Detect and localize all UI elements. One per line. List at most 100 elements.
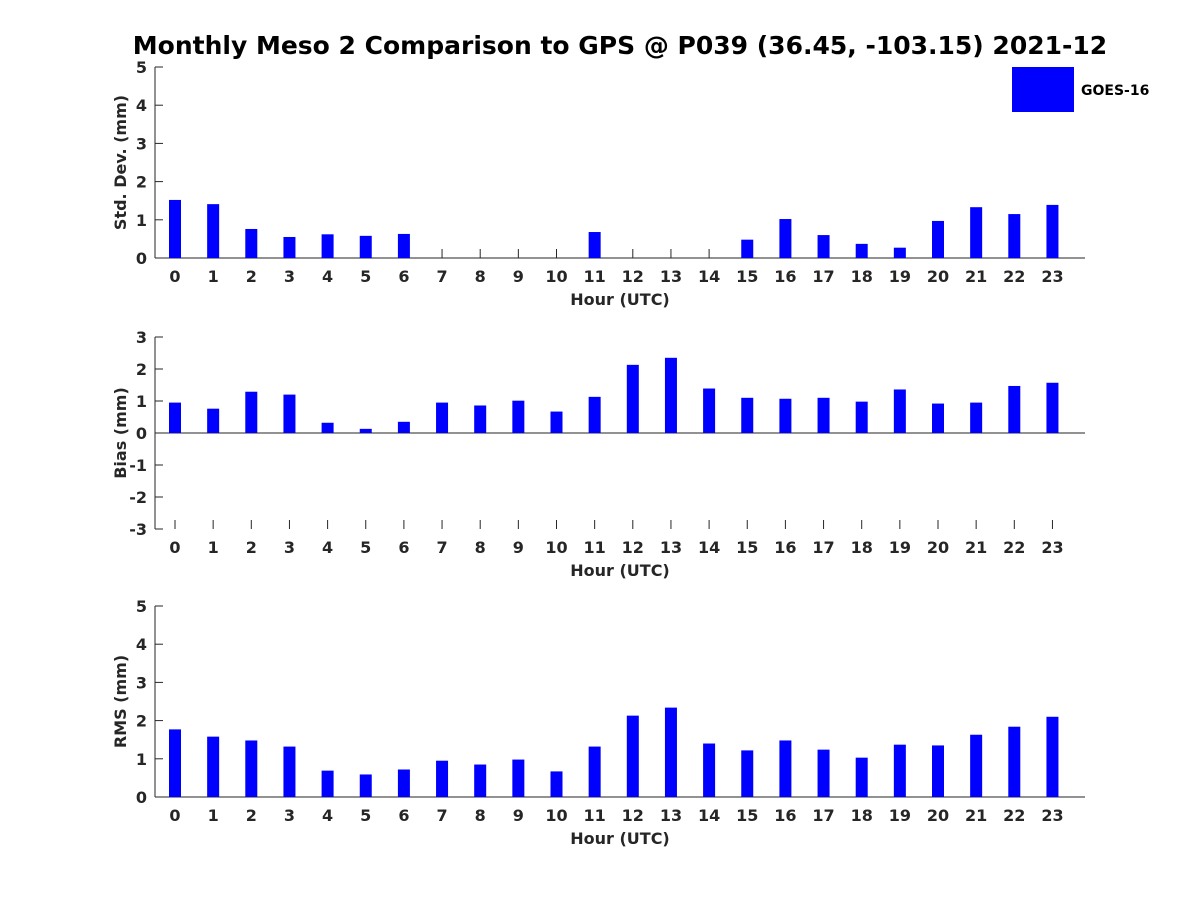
bar-hour-17 [817, 749, 830, 797]
x-tick-label: 23 [1041, 538, 1063, 557]
x-tick-label: 20 [927, 267, 949, 286]
y-tick-label: 0 [136, 424, 147, 443]
x-tick-label: 13 [660, 267, 682, 286]
bar-hour-17 [817, 235, 830, 258]
x-axis-label: Hour (UTC) [570, 561, 670, 580]
bar-hour-14 [703, 388, 716, 433]
bar-hour-9 [512, 400, 525, 433]
x-tick-label: 0 [169, 806, 180, 825]
bar-hour-4 [321, 234, 334, 258]
x-tick-label: 14 [698, 538, 720, 557]
bar-hour-11 [588, 746, 601, 797]
bar-hour-7 [436, 760, 449, 797]
x-tick-label: 22 [1003, 538, 1025, 557]
x-tick-label: 7 [436, 538, 447, 557]
x-tick-label: 12 [622, 806, 644, 825]
bar-hour-21 [970, 734, 983, 797]
y-tick-label: 1 [136, 211, 147, 230]
x-tick-label: 9 [513, 806, 524, 825]
x-tick-label: 0 [169, 267, 180, 286]
x-tick-label: 6 [398, 538, 409, 557]
y-tick-label: 1 [136, 392, 147, 411]
bar-hour-16 [779, 398, 792, 433]
x-tick-label: 9 [513, 267, 524, 286]
x-tick-label: 17 [812, 806, 834, 825]
bar-hour-16 [779, 740, 792, 797]
bar-hour-10 [550, 411, 563, 433]
bar-hour-0 [169, 402, 181, 433]
x-tick-label: 18 [851, 538, 873, 557]
x-tick-label: 23 [1041, 806, 1063, 825]
y-tick-label: 5 [136, 597, 147, 616]
bar-hour-22 [1008, 385, 1021, 433]
x-tick-label: 17 [812, 538, 834, 557]
x-tick-label: 9 [513, 538, 524, 557]
y-tick-label: 2 [136, 712, 147, 731]
x-tick-label: 1 [208, 538, 219, 557]
y-tick-label: 2 [136, 173, 147, 192]
x-tick-label: 10 [545, 806, 567, 825]
bar-hour-20 [932, 220, 944, 258]
x-tick-label: 21 [965, 538, 987, 557]
x-tick-label: 21 [965, 806, 987, 825]
x-tick-label: 15 [736, 538, 758, 557]
x-tick-label: 21 [965, 267, 987, 286]
y-tick-label: 3 [136, 134, 147, 153]
x-tick-label: 4 [322, 538, 333, 557]
x-tick-label: 15 [736, 267, 758, 286]
bar-hour-15 [741, 397, 754, 433]
x-tick-label: 4 [322, 267, 333, 286]
x-tick-label: 3 [284, 267, 295, 286]
y-tick-label: 3 [136, 673, 147, 692]
x-tick-label: 4 [322, 806, 333, 825]
x-tick-label: 12 [622, 267, 644, 286]
x-tick-label: 3 [284, 806, 295, 825]
x-tick-label: 6 [398, 806, 409, 825]
x-tick-label: 19 [889, 806, 911, 825]
legend-label-goes-16: GOES-16 [1081, 83, 1149, 99]
x-tick-label: 11 [584, 806, 606, 825]
bar-hour-19 [893, 389, 906, 433]
x-tick-label: 7 [436, 267, 447, 286]
x-tick-label: 12 [622, 538, 644, 557]
bar-hour-0 [169, 729, 181, 797]
x-tick-label: 20 [927, 538, 949, 557]
bar-hour-23 [1046, 204, 1059, 258]
y-tick-label: 4 [136, 96, 147, 115]
bar-hour-23 [1046, 382, 1059, 433]
y-tick-label: -1 [129, 456, 147, 475]
bar-hour-6 [397, 233, 410, 258]
x-tick-label: 20 [927, 806, 949, 825]
bar-hour-18 [855, 401, 868, 433]
x-tick-label: 13 [660, 538, 682, 557]
x-tick-label: 23 [1041, 267, 1063, 286]
bar-hour-5 [359, 774, 372, 797]
bar-hour-1 [207, 204, 220, 258]
x-tick-label: 19 [889, 267, 911, 286]
bar-hour-5 [359, 428, 372, 433]
bar-hour-20 [932, 745, 944, 797]
bar-hour-15 [741, 239, 754, 258]
x-tick-label: 22 [1003, 806, 1025, 825]
bar-hour-11 [588, 396, 601, 433]
bar-hour-19 [893, 247, 906, 258]
bar-hour-0 [169, 199, 181, 258]
x-tick-label: 6 [398, 267, 409, 286]
bar-hour-15 [741, 750, 754, 797]
bar-hour-13 [664, 357, 677, 433]
bar-hour-20 [932, 403, 944, 433]
bar-hour-21 [970, 207, 983, 258]
y-tick-label: 4 [136, 635, 147, 654]
x-tick-label: 13 [660, 806, 682, 825]
x-tick-label: 7 [436, 806, 447, 825]
y-tick-label: 0 [136, 788, 147, 807]
x-tick-label: 1 [208, 267, 219, 286]
x-axis-label: Hour (UTC) [570, 829, 670, 848]
x-tick-label: 10 [545, 267, 567, 286]
y-axis-label: Std. Dev. (mm) [111, 95, 130, 230]
y-tick-label: 3 [136, 328, 147, 347]
